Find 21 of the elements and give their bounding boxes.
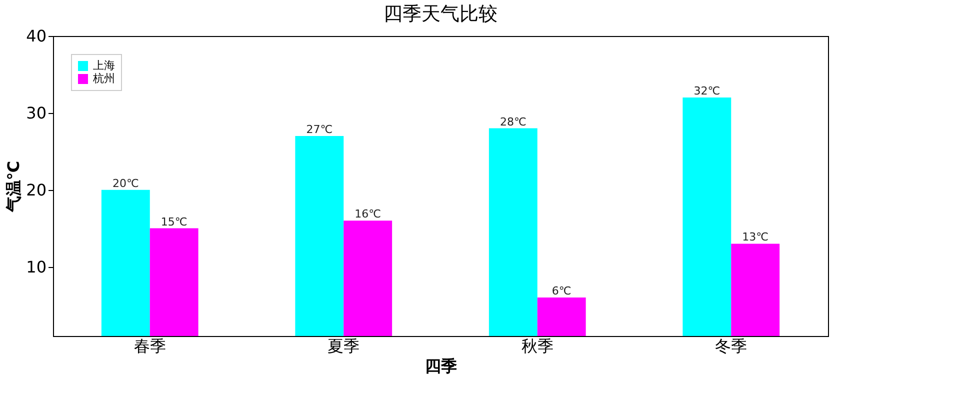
y-tick-label: 40 — [26, 26, 46, 46]
y-tick-label: 10 — [26, 257, 46, 276]
data-label: 27℃ — [306, 123, 333, 136]
y-tick-label: 20 — [26, 180, 46, 200]
data-label: 16℃ — [354, 208, 382, 221]
x-tick-label: 秋季 — [521, 336, 554, 356]
data-label: 28℃ — [500, 115, 526, 128]
chart-title: 四季天气比较 — [384, 3, 498, 25]
data-label: 6℃ — [552, 284, 572, 298]
x-tick-label: 夏季 — [328, 336, 360, 356]
legend-label: 上海 — [93, 59, 115, 72]
y-tick-label: 30 — [26, 103, 46, 122]
y-axis-title: 气温℃ — [4, 160, 24, 214]
legend-label: 杭州 — [92, 72, 115, 85]
x-tick-label: 春季 — [134, 336, 166, 356]
data-label: 13℃ — [742, 230, 769, 244]
x-tick-label: 冬季 — [715, 336, 748, 356]
data-label: 20℃ — [112, 176, 139, 190]
data-label: 15℃ — [160, 215, 188, 228]
x-axis-title: 四季 — [425, 356, 457, 376]
data-label: 32℃ — [694, 84, 720, 98]
